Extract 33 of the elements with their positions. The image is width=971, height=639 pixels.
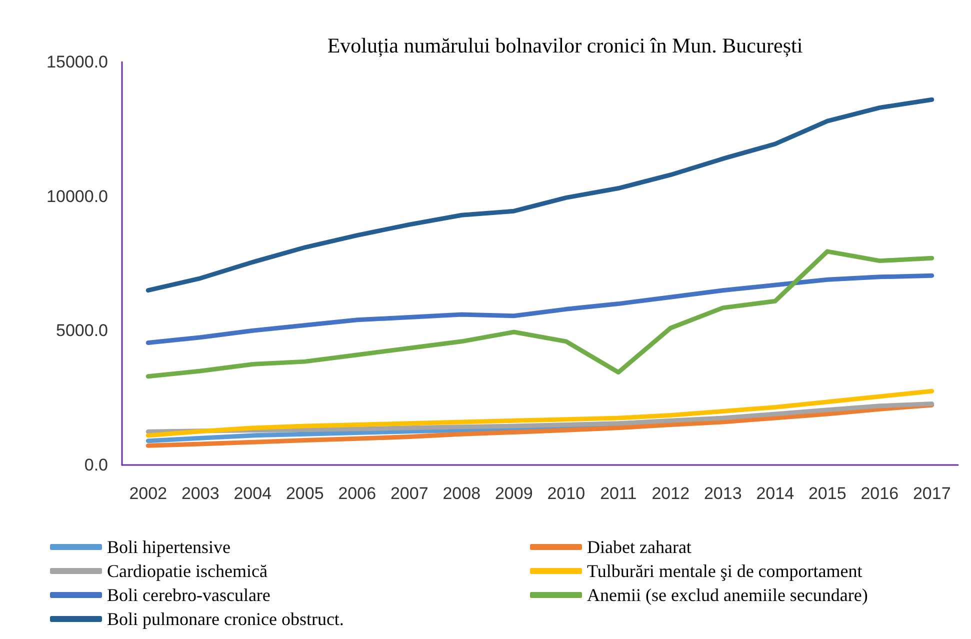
chart-title: Evoluția numărului bolnavilor cronici în Mun. București <box>327 34 803 58</box>
x-tick-label: 2003 <box>181 484 220 503</box>
x-tick-label: 2007 <box>390 484 428 503</box>
legend-label: Boli cerebro-vasculare <box>107 585 270 605</box>
line-series <box>146 249 934 379</box>
y-tick-label: 0.0 <box>84 456 108 474</box>
x-tick-label: 2016 <box>860 484 899 503</box>
legend-label: Anemii (se exclud anemiile secundare) <box>587 585 868 605</box>
legend-label: Tulburări mentale şi de comportament <box>587 561 862 581</box>
x-tick-label: 2011 <box>600 484 637 503</box>
line-series <box>146 273 934 346</box>
x-tick-label: 2014 <box>756 484 794 503</box>
line-series <box>146 97 934 293</box>
x-tick-label: 2002 <box>129 484 168 503</box>
x-tick-label: 2004 <box>234 484 272 503</box>
legend-label: Diabet zaharat <box>587 537 692 557</box>
legend-label: Boli hipertensive <box>107 537 230 557</box>
legend-label: Boli pulmonare cronice obstruct. <box>107 609 344 629</box>
x-tick-label: 2006 <box>338 484 376 503</box>
line-series <box>146 388 934 438</box>
x-tick-label: 2010 <box>547 484 586 503</box>
x-tick-label: 2009 <box>494 484 533 503</box>
x-tick-label: 2017 <box>912 484 951 503</box>
y-tick-label: 15000.0 <box>46 52 108 72</box>
x-tick-label: 2013 <box>704 484 742 503</box>
x-tick-label: 2012 <box>652 484 690 503</box>
legend-label: Cardiopatie ischemică <box>107 561 268 581</box>
line-series <box>146 402 934 448</box>
x-tick-label: 2015 <box>808 484 846 503</box>
x-tick-label: 2008 <box>442 484 481 503</box>
x-tick-label: 2005 <box>286 484 324 503</box>
y-tick-label: 10000.0 <box>46 186 108 206</box>
y-tick-label: 5000.0 <box>56 321 108 340</box>
